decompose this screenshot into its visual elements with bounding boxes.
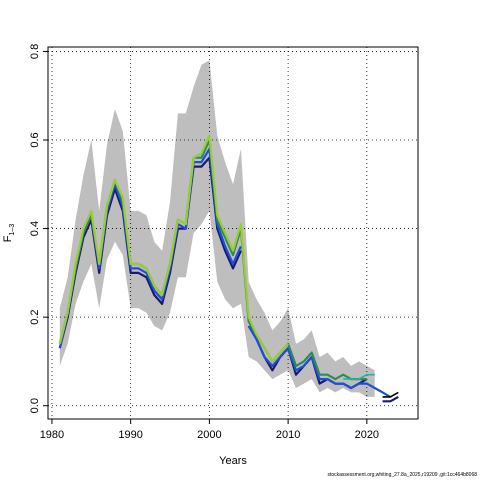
x-tick-label: 2010 [276,429,300,441]
series-line-1 [382,395,399,403]
series-line-6 [382,391,399,398]
grid-layer [48,47,418,419]
x-tick-label: 1990 [118,429,142,441]
plot-frame [47,46,419,420]
y-tick-label: 0.0 [29,398,41,413]
x-axis-title: Years [219,455,247,467]
series-line-2 [247,325,391,398]
x-tick-label: 2000 [197,429,221,441]
y-axis-title-subscript: 1–3 [9,224,16,236]
axis-layer: 1980 1990 2000 2010 2020 0.0 0.2 0.4 0.6 0.8 [29,44,379,441]
y-tick-label: 0.2 [29,309,41,324]
footer-source: stockassessment.org,whiting_27.8a_2025,r… [327,472,477,478]
y-tick-label: 0.4 [29,221,41,236]
y-axis-title-main: F [2,235,14,242]
y-axis-title: F1–3 [2,224,16,243]
series-line-5 [343,373,375,380]
x-tick-label: 1980 [40,429,64,441]
series-layer [58,134,399,403]
x-tick-label: 2020 [355,429,379,441]
series-line-4 [58,134,289,363]
y-tick-label: 0.6 [29,132,41,147]
y-tick-label: 0.8 [29,44,41,59]
